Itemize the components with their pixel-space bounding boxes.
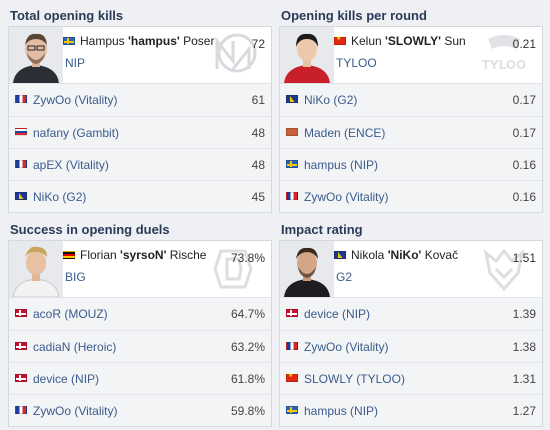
- leader-name[interactable]: Hampus 'hampus' Poser: [63, 34, 214, 48]
- list-item[interactable]: cadiaN (Heroic) 63.2%: [9, 330, 271, 362]
- nip-logo-icon: [215, 33, 257, 73]
- panel-total-opening-kills: Total opening kills Hampus 'hampus' Pose…: [8, 6, 272, 213]
- sweden-flag-icon: [63, 36, 75, 45]
- france-flag-icon: [15, 95, 27, 103]
- leader-value: 0.21: [512, 37, 536, 51]
- list-item[interactable]: nafany (Gambit) 48: [9, 116, 271, 148]
- leader-team[interactable]: TYLOO: [336, 56, 377, 70]
- player-photo: [9, 27, 63, 83]
- player-photo: [280, 241, 334, 297]
- ranking-list: acoR (MOUZ) 64.7% cadiaN (Heroic) 63.2% de…: [9, 298, 271, 426]
- leader-team[interactable]: NIP: [65, 56, 86, 70]
- north-macedonia-flag-icon: [286, 127, 298, 136]
- leaderboard-card: Nikola 'NiKo' Kovač G2 1.51 device (NIP)…: [279, 240, 543, 427]
- leader-row[interactable]: Kelun 'SLOWLY' Sun TYLOO TYLOO 0.21: [280, 27, 542, 84]
- leader-row[interactable]: Hampus 'hampus' Poser NIP 72: [9, 27, 271, 84]
- big-logo-icon: [213, 249, 253, 289]
- list-item[interactable]: hampus (NIP) 1.27: [280, 394, 542, 426]
- list-item[interactable]: ZywOo (Vitality) 0.16: [280, 180, 542, 212]
- panel-success-in-opening-duels: Success in opening duels Florian 'syrsoN…: [8, 220, 272, 427]
- china-flag-icon: [334, 35, 346, 45]
- list-item[interactable]: apEX (Vitality) 48: [9, 148, 271, 180]
- denmark-flag-icon: [15, 309, 27, 317]
- sweden-flag-icon: [286, 405, 298, 414]
- panel-opening-kills-per-round: Opening kills per round Kelun 'SLOWLY' S…: [279, 6, 543, 213]
- leaderboard-card: Kelun 'SLOWLY' Sun TYLOO TYLOO 0.21 NiKo…: [279, 26, 543, 213]
- leader-value: 73.8%: [230, 251, 265, 265]
- leader-name[interactable]: Kelun 'SLOWLY' Sun: [334, 34, 466, 48]
- leader-value: 72: [251, 37, 265, 51]
- denmark-flag-icon: [15, 341, 27, 350]
- player-photo: [9, 241, 63, 297]
- bosnia-flag-icon: [15, 191, 27, 200]
- bosnia-flag-icon: [334, 250, 346, 259]
- list-item[interactable]: NiKo (G2) 0.17: [280, 84, 542, 116]
- china-flag-icon: [286, 372, 298, 382]
- leader-row[interactable]: Nikola 'NiKo' Kovač G2 1.51: [280, 241, 542, 298]
- panel-title: Total opening kills: [10, 8, 124, 23]
- denmark-flag-icon: [286, 309, 298, 317]
- france-flag-icon: [286, 341, 298, 350]
- russia-flag-icon: [15, 127, 27, 136]
- list-item[interactable]: Maden (ENCE) 0.17: [280, 116, 542, 148]
- tyloo-logo-icon: TYLOO: [482, 35, 527, 72]
- panel-title: Impact rating: [281, 222, 363, 237]
- leader-team[interactable]: BIG: [65, 270, 86, 284]
- list-item[interactable]: acoR (MOUZ) 64.7%: [9, 298, 271, 330]
- leaderboard-card: Hampus 'hampus' Poser NIP 72 ZywOo (Vita…: [8, 26, 272, 213]
- sweden-flag-icon: [286, 159, 298, 168]
- list-item[interactable]: hampus (NIP) 0.16: [280, 148, 542, 180]
- bosnia-flag-icon: [286, 95, 298, 103]
- list-item[interactable]: ZywOo (Vitality) 59.8%: [9, 394, 271, 426]
- list-item[interactable]: ZywOo (Vitality) 1.38: [280, 330, 542, 362]
- ranking-list: NiKo (G2) 0.17 Maden (ENCE) 0.17 hampus (N…: [280, 84, 542, 212]
- denmark-flag-icon: [15, 373, 27, 382]
- panel-impact-rating: Impact rating Nikola 'NiKo' Kovač G2: [279, 220, 543, 427]
- player-photo: [280, 27, 334, 83]
- ranking-list: ZywOo (Vitality) 61 nafany (Gambit) 48 apE…: [9, 84, 271, 212]
- leader-row[interactable]: Florian 'syrsoN' Rische BIG 73.8%: [9, 241, 271, 298]
- leader-value: 1.51: [512, 251, 536, 265]
- leaderboard-card: Florian 'syrsoN' Rische BIG 73.8% acoR (…: [8, 240, 272, 427]
- svg-text:TYLOO: TYLOO: [482, 58, 527, 72]
- panel-title: Success in opening duels: [10, 222, 170, 237]
- list-item[interactable]: NiKo (G2) 45: [9, 180, 271, 212]
- panel-title: Opening kills per round: [281, 8, 427, 23]
- france-flag-icon: [286, 191, 298, 200]
- list-item[interactable]: ZywOo (Vitality) 61: [9, 84, 271, 116]
- list-item[interactable]: device (NIP) 1.39: [280, 298, 542, 330]
- france-flag-icon: [15, 159, 27, 168]
- g2-logo-icon: [483, 248, 525, 292]
- leader-name[interactable]: Florian 'syrsoN' Rische: [63, 248, 206, 262]
- list-item[interactable]: SLOWLY (TYLOO)1.31: [280, 362, 542, 394]
- germany-flag-icon: [63, 250, 75, 259]
- ranking-list: device (NIP)1.39 ZywOo (Vitality)1.38 SL…: [280, 298, 542, 426]
- leader-team[interactable]: G2: [336, 270, 353, 284]
- leader-name[interactable]: Nikola 'NiKo' Kovač: [334, 248, 458, 262]
- list-item[interactable]: device (NIP) 61.8%: [9, 362, 271, 394]
- france-flag-icon: [15, 405, 27, 414]
